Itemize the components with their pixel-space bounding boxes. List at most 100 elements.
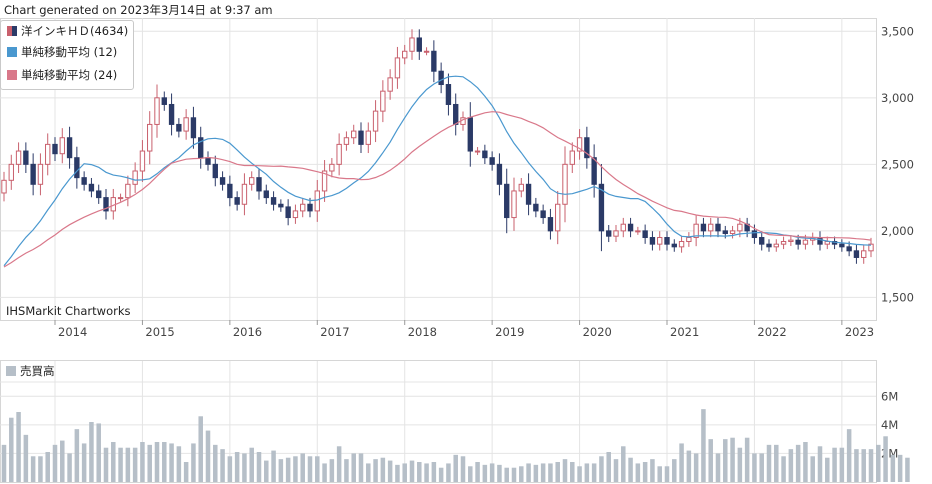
volume-bar: [81, 443, 87, 482]
volume-bar: [38, 456, 43, 482]
volume-bar: [730, 437, 735, 482]
candle-body: [795, 239, 801, 245]
candle-body: [190, 117, 197, 139]
volume-bar: [511, 467, 517, 482]
candle-body: [161, 97, 167, 105]
candle-body: [445, 84, 452, 105]
volume-legend: 売買高: [6, 363, 55, 379]
candle-body: [729, 230, 736, 235]
candle-body: [23, 150, 29, 165]
candle-body: [496, 163, 503, 185]
year-tick-label: 2015: [145, 325, 174, 339]
volume-bar: [300, 453, 305, 482]
volume-bar: [482, 464, 488, 482]
candle-body: [657, 237, 663, 245]
candle-body: [708, 223, 714, 232]
volume-bar: [744, 437, 750, 482]
candle-body: [533, 203, 539, 212]
candle-body: [380, 90, 386, 112]
volume-bar: [570, 462, 575, 482]
candle-body: [584, 137, 590, 159]
volume-bar: [16, 412, 21, 482]
volume-bar: [285, 457, 291, 482]
candle-body: [780, 241, 787, 245]
candle-body: [8, 163, 14, 181]
candle-body: [504, 183, 510, 219]
volume-bar: [409, 460, 415, 482]
candle-body: [88, 183, 95, 192]
volume-bar: [519, 466, 524, 482]
candle-body: [249, 177, 255, 185]
candle-body: [802, 239, 809, 245]
volume-bar: [715, 453, 721, 482]
volume-bar: [795, 444, 801, 482]
volume-bar: [264, 460, 269, 482]
candle-body: [438, 70, 444, 86]
candle-body: [147, 123, 153, 152]
volume-bar: [45, 452, 50, 482]
candle-body: [394, 57, 401, 79]
volume-bar: [883, 436, 888, 482]
volume-bar: [540, 463, 546, 482]
volume-tick-label: 6M: [881, 389, 898, 403]
candle-swatch-icon: [7, 26, 17, 36]
price-tick-label: 2,000: [881, 224, 914, 238]
year-tick-label: 2016: [233, 325, 262, 339]
candle-body: [300, 203, 306, 212]
candle-body: [292, 210, 299, 219]
candle-body: [642, 230, 648, 239]
candle-body: [117, 197, 124, 200]
volume-bar: [154, 442, 160, 482]
candle-body: [853, 250, 860, 258]
volume-bar: [577, 466, 582, 482]
candle-body: [66, 137, 73, 159]
volume-bar: [103, 447, 109, 482]
price-tick-label: 3,000: [881, 91, 914, 105]
candle-body: [103, 197, 109, 212]
candle-body: [307, 203, 313, 212]
volume-bar: [606, 452, 611, 482]
volume-bar: [234, 452, 240, 482]
volume-bar: [650, 459, 655, 482]
candle-body: [861, 250, 867, 258]
candle-body: [96, 190, 102, 199]
candle-body: [569, 150, 575, 165]
volume-bar: [686, 450, 692, 482]
candle-body: [416, 37, 422, 52]
volume-bar: [395, 464, 400, 482]
year-tick-label: 2017: [320, 325, 349, 339]
candle-body: [270, 197, 277, 205]
volume-bar: [752, 453, 757, 482]
candle-body: [198, 137, 204, 159]
volume-bar: [672, 459, 677, 482]
candle-body: [868, 243, 874, 252]
sma24-swatch-icon: [7, 70, 17, 80]
volume-legend-label: 売買高: [20, 364, 55, 378]
volume-bar: [351, 453, 356, 482]
volume-bar: [198, 416, 203, 482]
volume-bar: [832, 447, 837, 482]
candle-body: [547, 217, 554, 232]
volume-bar: [118, 447, 123, 482]
x-axis-labels: 2014 2015 2016 2017 2018 2019 2020 2021 2022 2023: [54, 320, 874, 339]
volume-bar: [125, 447, 131, 482]
volume-bar: [890, 454, 896, 482]
volume-bar: [555, 462, 560, 482]
volume-bar: [642, 462, 648, 482]
candle-body: [751, 230, 758, 239]
volume-bar: [205, 430, 211, 482]
volume-bar: [30, 456, 36, 482]
price-tick-label: 1,500: [881, 290, 914, 304]
price-panel-frame: [0, 18, 877, 321]
candle-body: [81, 177, 87, 185]
candle-body: [241, 183, 248, 205]
candle-body: [453, 103, 459, 125]
volume-bar: [504, 467, 509, 482]
candle-body: [540, 210, 546, 219]
candle-body: [139, 150, 146, 172]
candle-body: [387, 77, 393, 92]
volume-bar: [191, 443, 196, 482]
volume-bar: [613, 459, 619, 482]
volume-bar: [788, 449, 794, 482]
candle-body: [766, 243, 772, 248]
